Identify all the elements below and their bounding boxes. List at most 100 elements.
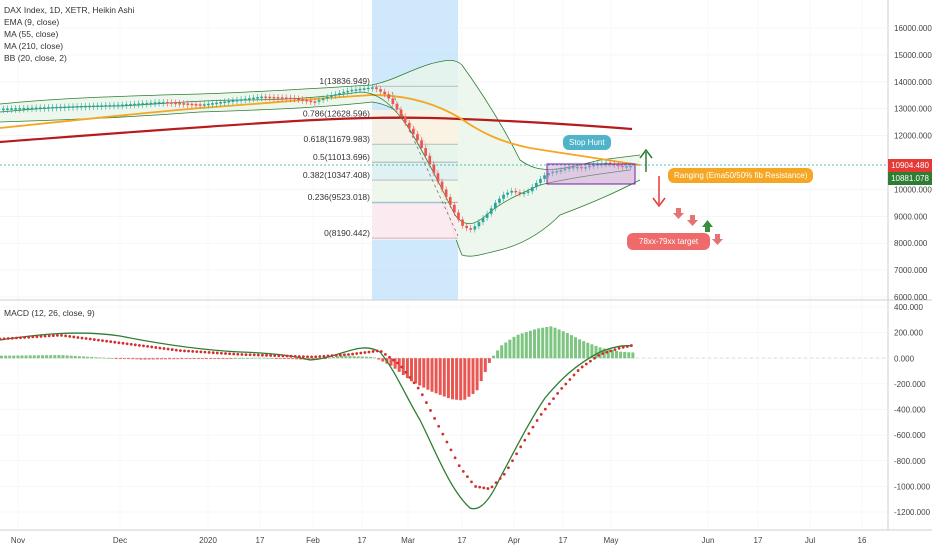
macd-signal-dot xyxy=(228,352,232,356)
candle-body xyxy=(104,105,108,107)
macd-signal-dot xyxy=(23,336,26,339)
macd-histogram-bar xyxy=(471,358,475,394)
macd-histogram-bar xyxy=(172,358,176,360)
macd-histogram-bar xyxy=(553,327,557,359)
fib-level-label: 0.382(10347.408) xyxy=(303,170,370,180)
macd-histogram-bar xyxy=(278,358,282,360)
candle-body xyxy=(395,103,399,110)
macd-signal-dot xyxy=(310,355,313,359)
macd-histogram-bar xyxy=(168,358,172,360)
macd-signal-dot xyxy=(199,350,203,354)
candle-body xyxy=(539,178,542,184)
macd-signal-dot xyxy=(601,352,605,355)
candle-body xyxy=(604,162,608,165)
macd-signal-dot xyxy=(15,336,18,340)
macd-signal-dot xyxy=(174,348,178,352)
macd-histogram-bar xyxy=(135,358,139,360)
candle-body xyxy=(551,171,555,174)
macd-signal-dot xyxy=(630,344,633,347)
macd-histogram-bar xyxy=(590,344,594,359)
macd-histogram-bar xyxy=(282,358,286,360)
macd-signal-dot xyxy=(441,432,445,436)
candle-body xyxy=(22,107,26,110)
legend-ma210: MA (210, close) xyxy=(4,41,64,51)
macd-signal-dot xyxy=(548,402,551,406)
candle-body xyxy=(469,228,473,230)
macd-signal-dot xyxy=(273,354,277,358)
macd-signal-dot xyxy=(158,346,162,350)
candle-body xyxy=(43,107,46,109)
macd-histogram-bar xyxy=(451,358,454,400)
macd-histogram-bar xyxy=(332,356,336,359)
macd-histogram-bar xyxy=(627,352,631,359)
macd-histogram-bar xyxy=(4,355,8,359)
macd-signal-dot xyxy=(617,346,621,350)
candle-body xyxy=(219,102,222,104)
macd-histogram-bar xyxy=(73,355,77,359)
candle-body xyxy=(563,168,567,171)
time-axis-labels: Nov Dec 2020 17 Feb 17 Mar 17 Apr 17 May Jun 17 Jul 16 xyxy=(11,536,867,545)
candle-body xyxy=(149,102,153,105)
macd-histogram-bar xyxy=(414,358,418,384)
last-price-tag: 10904.480 xyxy=(888,159,932,172)
macd-histogram-bar xyxy=(434,358,438,394)
candle-body xyxy=(120,104,124,107)
candle-body xyxy=(526,191,530,193)
macd-signal-dot xyxy=(179,349,182,352)
macd-signal-dot xyxy=(359,351,363,355)
macd-signal-dot xyxy=(166,347,170,351)
macd-signal-dot xyxy=(351,352,354,356)
candle-body xyxy=(342,91,345,94)
macd-histogram-bar xyxy=(340,355,344,359)
macd-histogram-bar xyxy=(151,358,155,360)
candle-body xyxy=(571,166,575,169)
candle-body xyxy=(207,103,210,106)
macd-histogram-bar xyxy=(364,356,368,359)
macd-histogram-bar xyxy=(619,351,623,359)
time-tick-label: 17 xyxy=(358,536,367,545)
price-tick-label: 6000.000 xyxy=(894,293,928,302)
fib-zone-382 xyxy=(372,180,458,202)
macd-histogram-bar xyxy=(41,355,44,359)
macd-tick-label: -600.000 xyxy=(894,431,926,440)
candle-body xyxy=(289,97,292,100)
macd-histogram-bar xyxy=(479,358,483,382)
fib-level-label: 0.786(12628.596) xyxy=(303,109,370,119)
macd-histogram-bar xyxy=(0,355,3,359)
candle-body xyxy=(477,222,481,227)
legend-ema: EMA (9, close) xyxy=(4,17,60,27)
candle-body xyxy=(481,217,485,223)
macd-histogram-bar xyxy=(155,358,159,360)
macd-histogram-bar xyxy=(483,358,487,373)
macd-signal-dot xyxy=(6,337,10,340)
candle-body xyxy=(239,99,243,101)
macd-histogram-bar xyxy=(401,358,405,376)
candle-body xyxy=(34,107,38,110)
macd-histogram-bar xyxy=(492,355,495,359)
ma210-line xyxy=(0,116,633,144)
macd-histogram-bar xyxy=(77,356,81,359)
macd-histogram-bar xyxy=(49,355,53,359)
macd-signal-dot xyxy=(88,337,92,341)
price-tick-label: 16000.000 xyxy=(894,24,932,33)
macd-tick-label: -800.000 xyxy=(894,457,926,466)
macd-signal-dot xyxy=(568,378,572,381)
candle-body xyxy=(313,101,317,103)
macd-histogram-bar xyxy=(348,356,352,359)
candle-body xyxy=(494,202,497,209)
macd-signal-dot xyxy=(154,346,158,349)
macd-signal-dot xyxy=(597,353,600,357)
macd-histogram-bar xyxy=(274,358,278,360)
macd-histogram-bar xyxy=(430,358,434,392)
macd-signal-dot xyxy=(117,341,121,345)
macd-histogram-bar xyxy=(500,345,504,359)
macd-histogram-bar xyxy=(61,355,65,359)
macd-tick-label: -1200.000 xyxy=(894,508,931,517)
macd-histogram-bar xyxy=(188,358,192,360)
candle-body xyxy=(161,102,165,104)
macd-histogram-bar xyxy=(233,358,237,359)
candle-body xyxy=(264,96,268,99)
time-tick-label: Feb xyxy=(306,536,320,545)
macd-histogram-bar xyxy=(164,358,167,360)
macd-signal-dot xyxy=(125,342,129,346)
